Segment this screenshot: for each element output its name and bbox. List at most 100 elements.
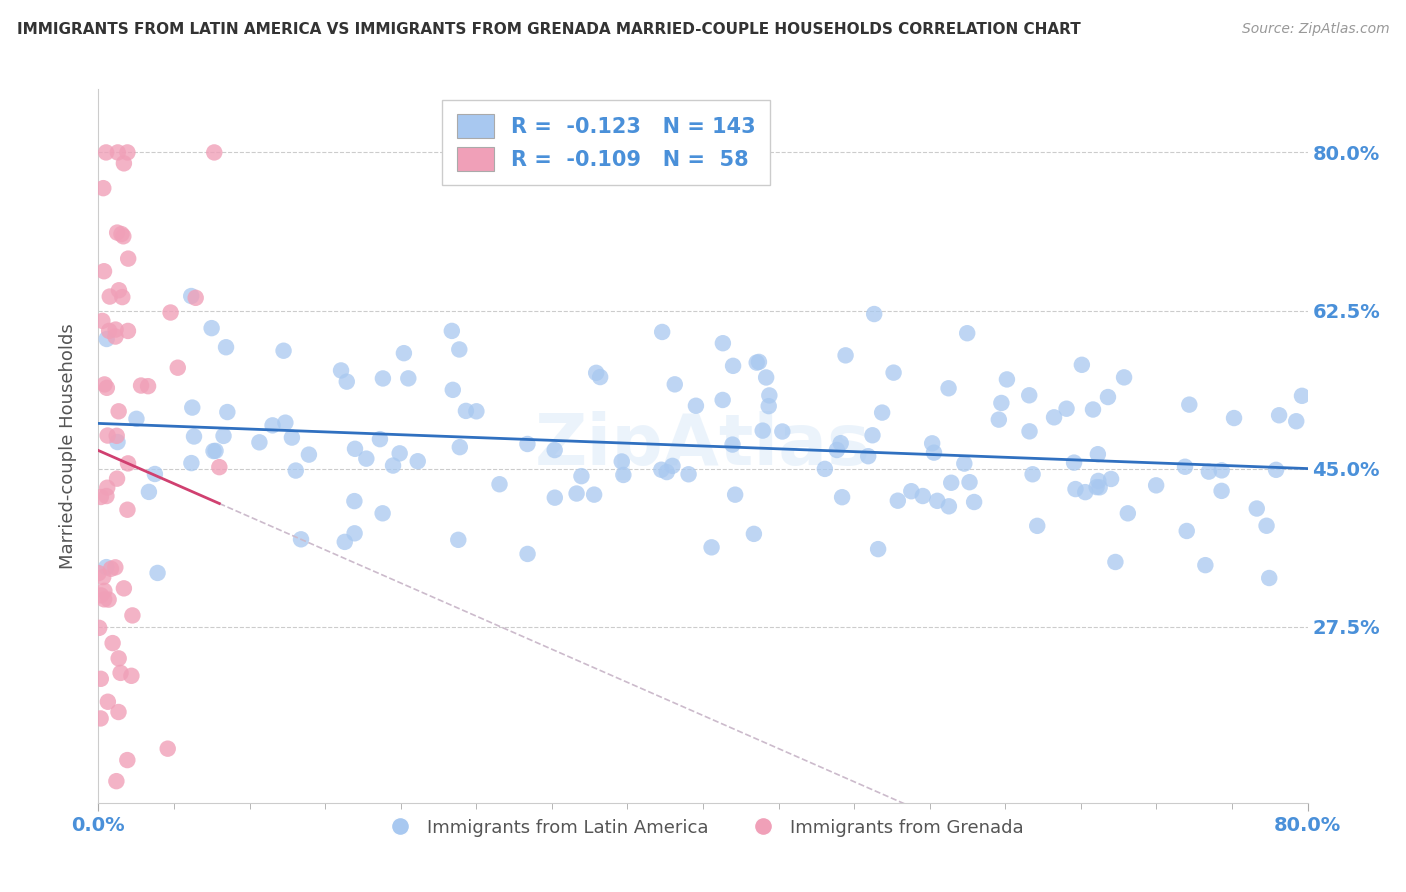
Point	[89, 621, 111, 635]
Point	[449, 440, 471, 454]
Point	[107, 651, 129, 665]
Point	[104, 329, 127, 343]
Point	[1088, 480, 1111, 494]
Point	[343, 442, 366, 456]
Point	[938, 381, 960, 395]
Point	[110, 227, 132, 241]
Point	[330, 363, 353, 377]
Point	[388, 446, 411, 460]
Point	[274, 416, 297, 430]
Point	[758, 399, 780, 413]
Point	[100, 562, 122, 576]
Point	[120, 669, 142, 683]
Point	[1097, 390, 1119, 404]
Point	[1063, 456, 1085, 470]
Point	[856, 449, 879, 463]
Point	[105, 472, 128, 486]
Point	[1085, 480, 1108, 494]
Text: IMMIGRANTS FROM LATIN AMERICA VS IMMIGRANTS FROM GRENADA MARRIED-COUPLE HOUSEHOL: IMMIGRANTS FROM LATIN AMERICA VS IMMIGRA…	[17, 22, 1081, 37]
Point	[440, 324, 463, 338]
Point	[112, 229, 135, 244]
Point	[156, 741, 179, 756]
Point	[650, 463, 672, 477]
Point	[721, 437, 744, 451]
Point	[834, 348, 856, 362]
Point	[201, 321, 224, 335]
Point	[96, 332, 118, 346]
Point	[333, 534, 356, 549]
Point	[711, 336, 734, 351]
Point	[655, 465, 678, 479]
Point	[91, 570, 114, 584]
Point	[1064, 482, 1087, 496]
Point	[1265, 463, 1288, 477]
Point	[273, 343, 295, 358]
Point	[343, 494, 366, 508]
Text: ZipAtlas: ZipAtlas	[536, 411, 870, 481]
Point	[93, 264, 115, 278]
Point	[108, 283, 131, 297]
Point	[166, 360, 188, 375]
Point	[91, 314, 114, 328]
Point	[121, 608, 143, 623]
Point	[1018, 425, 1040, 439]
Point	[758, 388, 780, 402]
Point	[143, 467, 166, 481]
Point	[721, 359, 744, 373]
Point	[208, 460, 231, 475]
Point	[111, 290, 134, 304]
Point	[862, 428, 884, 442]
Point	[814, 462, 837, 476]
Point	[516, 547, 538, 561]
Point	[98, 289, 121, 303]
Point	[396, 371, 419, 385]
Point	[101, 636, 124, 650]
Point	[585, 366, 607, 380]
Point	[1074, 485, 1097, 500]
Point	[117, 324, 139, 338]
Point	[290, 533, 312, 547]
Point	[678, 467, 700, 482]
Point	[97, 592, 120, 607]
Point	[90, 490, 112, 504]
Point	[371, 506, 394, 520]
Point	[1087, 447, 1109, 461]
Point	[612, 467, 634, 482]
Point	[1198, 465, 1220, 479]
Point	[883, 366, 905, 380]
Point	[921, 436, 943, 450]
Text: Source: ZipAtlas.com: Source: ZipAtlas.com	[1241, 22, 1389, 37]
Point	[911, 489, 934, 503]
Point	[202, 444, 225, 458]
Point	[887, 493, 910, 508]
Point	[941, 475, 963, 490]
Point	[1246, 501, 1268, 516]
Point	[1104, 555, 1126, 569]
Point	[995, 372, 1018, 386]
Point	[93, 583, 115, 598]
Point	[159, 305, 181, 319]
Point	[661, 458, 683, 473]
Point	[1099, 472, 1122, 486]
Point	[87, 566, 110, 580]
Point	[544, 443, 567, 458]
Point	[583, 488, 606, 502]
Point	[927, 493, 949, 508]
Point	[136, 379, 159, 393]
Point	[959, 475, 981, 490]
Point	[664, 377, 686, 392]
Point	[651, 325, 673, 339]
Point	[90, 711, 112, 725]
Point	[1285, 414, 1308, 428]
Point	[1258, 571, 1281, 585]
Point	[217, 405, 239, 419]
Point	[247, 435, 270, 450]
Point	[953, 457, 976, 471]
Point	[724, 488, 747, 502]
Point	[1211, 483, 1233, 498]
Point	[1174, 459, 1197, 474]
Point	[112, 156, 135, 170]
Point	[770, 425, 793, 439]
Point	[356, 451, 378, 466]
Point	[1268, 409, 1291, 423]
